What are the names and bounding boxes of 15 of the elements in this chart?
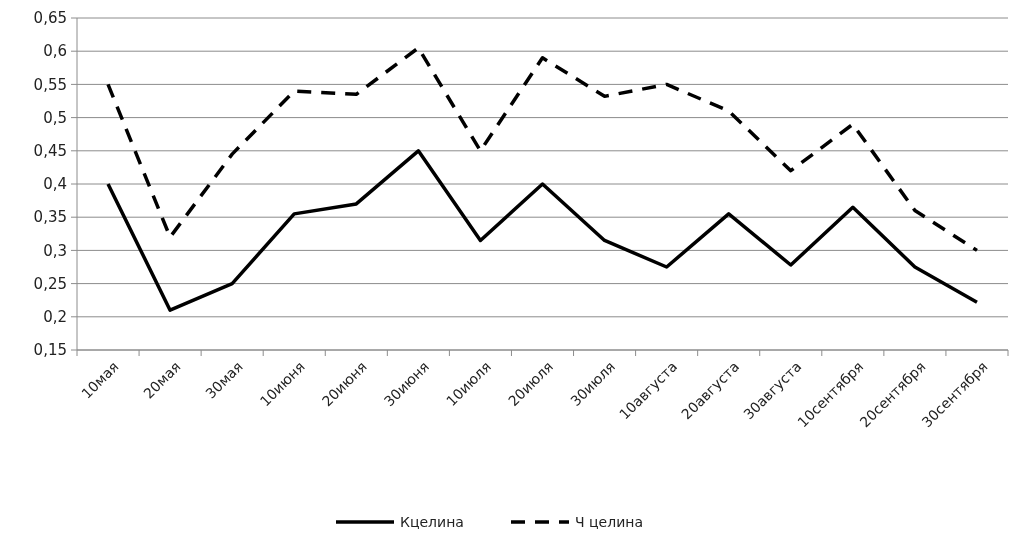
y-tick-label: 0,5	[43, 108, 67, 127]
y-tick-label: 0,45	[33, 142, 67, 161]
legend-label: Кцелина	[400, 513, 464, 530]
y-tick-label: 0,4	[43, 175, 67, 194]
y-tick-label: 0,65	[33, 9, 67, 28]
y-tick-label: 0,55	[33, 75, 67, 94]
y-tick-label: 0,15	[33, 341, 67, 360]
y-tick-label: 0,3	[43, 241, 67, 260]
y-tick-label: 0,25	[33, 274, 67, 293]
line-series	[106, 149, 979, 312]
y-tick-label: 0,35	[33, 208, 67, 227]
line-series	[106, 46, 979, 253]
legend-label: Ч целина	[575, 513, 643, 530]
y-tick-label: 0,6	[43, 42, 67, 61]
y-tick-label: 0,2	[43, 308, 67, 327]
